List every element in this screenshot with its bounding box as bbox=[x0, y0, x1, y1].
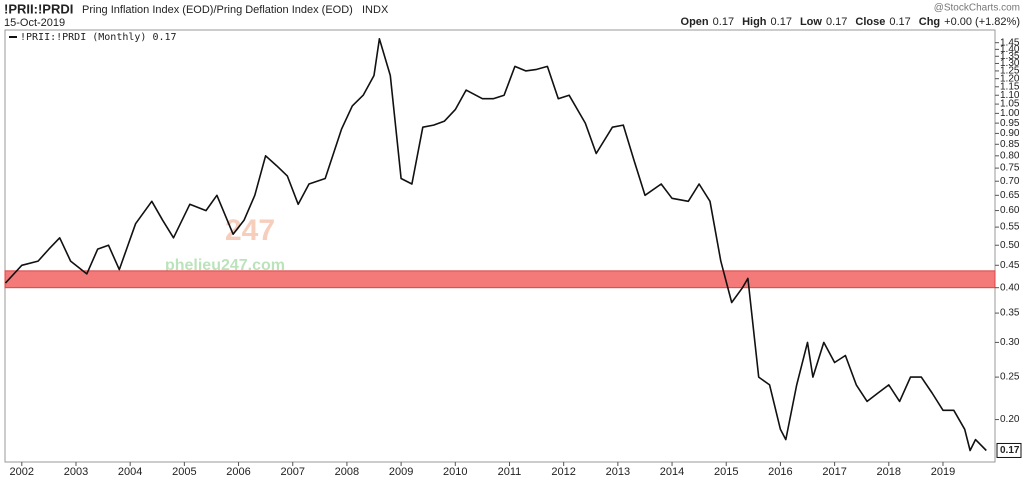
x-tick-label: 2017 bbox=[822, 466, 846, 478]
y-tick-label: 0.65 bbox=[1000, 190, 1020, 201]
quote-bar: Open 0.17 High 0.17 Low 0.17 Close 0.17 Chg +0.00… bbox=[681, 16, 1020, 28]
x-tick-label: 2014 bbox=[660, 466, 684, 478]
y-tick-label: 0.20 bbox=[1000, 414, 1020, 425]
y-tick-label: 0.70 bbox=[1000, 176, 1020, 187]
y-tick-label: 0.85 bbox=[1000, 139, 1020, 150]
quote-value: 0.17 bbox=[826, 16, 847, 28]
y-tick-label: 1.00 bbox=[1000, 108, 1020, 119]
x-tick-label: 2009 bbox=[389, 466, 413, 478]
y-tick-label: 0.90 bbox=[1000, 128, 1020, 139]
y-tick-label: 0.80 bbox=[1000, 150, 1020, 161]
x-tick-label: 2011 bbox=[498, 466, 522, 478]
exchange: INDX bbox=[362, 4, 389, 16]
y-tick-label: 1.40 bbox=[1000, 44, 1020, 55]
y-tick-label: 1.05 bbox=[1000, 99, 1020, 110]
watermark-logo: 247 bbox=[225, 214, 275, 247]
price-line bbox=[4, 37, 987, 452]
y-tick-label: 0.50 bbox=[1000, 240, 1020, 251]
x-tick-label: 2005 bbox=[172, 466, 196, 478]
x-tick-label: 2015 bbox=[714, 466, 738, 478]
x-tick-label: 2007 bbox=[280, 466, 304, 478]
description: Pring Inflation Index (EOD)/Pring Deflat… bbox=[82, 4, 353, 16]
x-tick-label: 2012 bbox=[551, 466, 575, 478]
symbol: !PRII:!PRDI bbox=[4, 1, 73, 16]
quote-text: Open 0.17 High 0.17 Low 0.17 Close 0.17 Chg +0.00… bbox=[681, 16, 1020, 28]
x-tick-label: 2003 bbox=[64, 466, 88, 478]
legend-label: !PRII:!PRDI (Monthly) 0.17 bbox=[20, 32, 177, 43]
y-tick-label: 0.75 bbox=[1000, 163, 1020, 174]
last-value-label: 0.17 bbox=[1000, 445, 1020, 456]
quote-value: +0.00 (+1.82%) bbox=[944, 16, 1020, 28]
x-tick-label: 2008 bbox=[335, 466, 359, 478]
y-tick-label: 1.10 bbox=[1000, 90, 1020, 101]
x-tick-label: 2019 bbox=[931, 466, 955, 478]
y-tick-label: 0.45 bbox=[1000, 260, 1020, 271]
x-tick-label: 2013 bbox=[606, 466, 630, 478]
quote-label: Close bbox=[855, 16, 885, 28]
date: 15-Oct-2019 bbox=[4, 17, 65, 29]
y-tick-label: 0.25 bbox=[1000, 372, 1020, 383]
quote-value: 0.17 bbox=[713, 16, 734, 28]
highlight-band bbox=[4, 270, 996, 289]
y-tick-label: 1.20 bbox=[1000, 73, 1020, 84]
quote-value: 0.17 bbox=[771, 16, 792, 28]
x-tick-label: 2002 bbox=[10, 466, 34, 478]
y-tick-label: 0.30 bbox=[1000, 337, 1020, 348]
quote-value: 0.17 bbox=[889, 16, 910, 28]
quote-label: High bbox=[742, 16, 767, 28]
y-tick-label: 0.40 bbox=[1000, 282, 1020, 293]
quote-label: Low bbox=[800, 16, 822, 28]
plot-frame bbox=[4, 29, 996, 463]
last-value-box bbox=[996, 442, 1022, 458]
x-tick-label: 2018 bbox=[877, 466, 901, 478]
y-tick-label: 1.25 bbox=[1000, 66, 1020, 77]
x-tick-label: 2006 bbox=[226, 466, 250, 478]
quote-label: Chg bbox=[919, 16, 940, 28]
x-tick-label: 2004 bbox=[118, 466, 142, 478]
y-tick-label: 0.95 bbox=[1000, 118, 1020, 129]
y-tick-label: 0.60 bbox=[1000, 205, 1020, 216]
y-tick-label: 0.55 bbox=[1000, 222, 1020, 233]
y-tick-label: 1.45 bbox=[1000, 37, 1020, 48]
x-tick-label: 2010 bbox=[443, 466, 467, 478]
watermark-site: phelieu247.com bbox=[165, 257, 285, 274]
quote-label: Open bbox=[681, 16, 709, 28]
y-tick-label: 1.30 bbox=[1000, 58, 1020, 69]
y-tick-label: 1.35 bbox=[1000, 51, 1020, 62]
x-tick-label: 2016 bbox=[768, 466, 792, 478]
y-tick-label: 0.35 bbox=[1000, 308, 1020, 319]
source: @StockCharts.com bbox=[934, 3, 1020, 14]
y-tick-label: 1.15 bbox=[1000, 81, 1020, 92]
